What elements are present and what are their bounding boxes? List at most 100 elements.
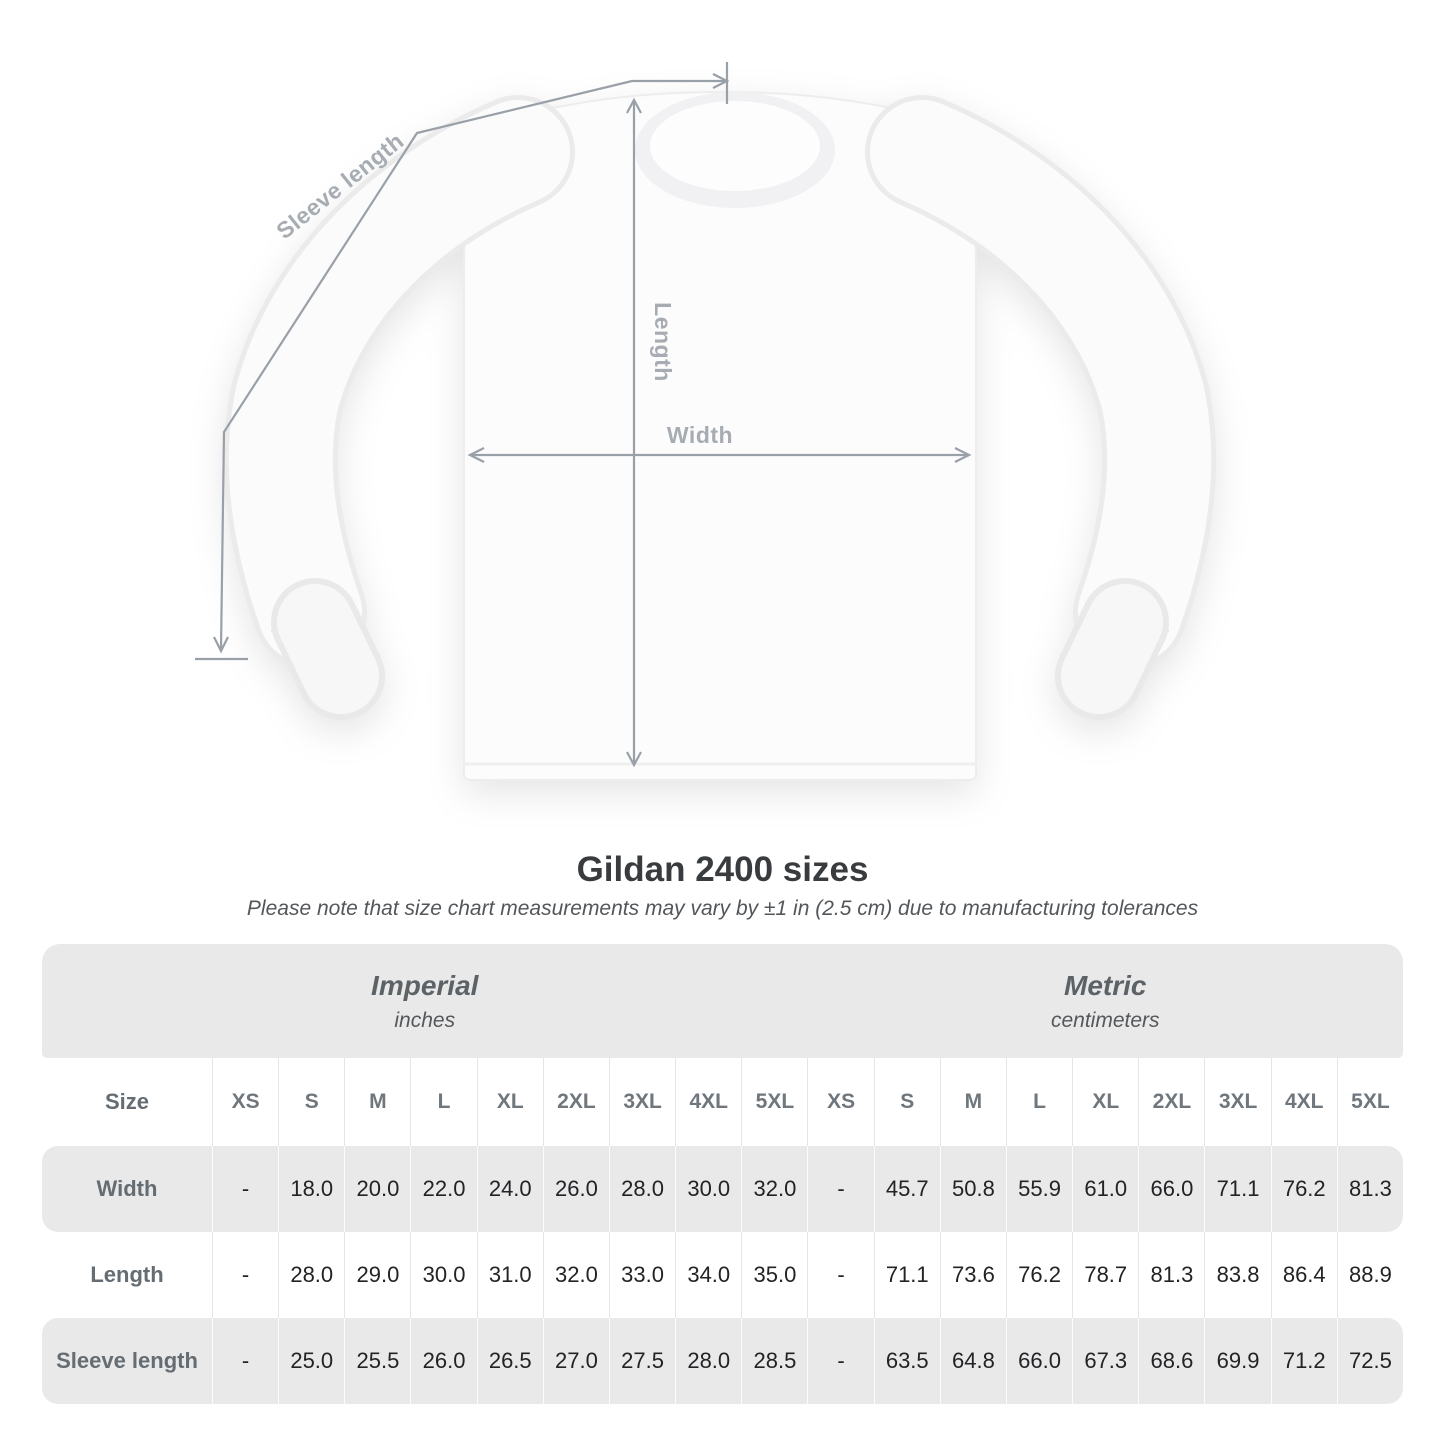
row-label: Sleeve length [56, 1348, 198, 1373]
size-header: 5XL [1336, 1058, 1403, 1146]
size-header: L [410, 1058, 476, 1146]
value-cell: 86.4 [1270, 1232, 1337, 1318]
value-cell: 24.0 [476, 1146, 543, 1232]
value-cell: 20.0 [344, 1146, 410, 1232]
page-title: Gildan 2400 sizes [576, 850, 869, 889]
size-header: 5XL [741, 1058, 807, 1146]
shirt-measurement-diagram: Sleeve length Length Width [195, 62, 1217, 781]
value-cell: 25.5 [344, 1318, 410, 1404]
value-cell: 50.8 [939, 1146, 1006, 1232]
value-cell: 25.0 [278, 1318, 344, 1404]
size-header: 4XL [675, 1058, 741, 1146]
units-header-band: Imperial inches Metric centimeters [42, 944, 1403, 1058]
size-header: XL [476, 1058, 543, 1146]
value-cell: 81.3 [1138, 1232, 1204, 1318]
value-cell: 28.0 [608, 1146, 675, 1232]
metric-label: Metric [1064, 969, 1147, 1001]
size-header: 2XL [542, 1058, 609, 1146]
right-sleeve-fill [870, 100, 1212, 664]
metric-group-header: Metric centimeters [808, 944, 1404, 1058]
value-cell: 61.0 [1072, 1146, 1138, 1232]
row-label: Length [90, 1262, 164, 1287]
value-cell: 71.2 [1270, 1318, 1337, 1404]
value-cell: 31.0 [476, 1232, 543, 1318]
value-cell: 78.7 [1072, 1232, 1138, 1318]
value-cell: 81.3 [1336, 1146, 1403, 1232]
collar-inner [650, 101, 820, 191]
value-cell: 27.0 [542, 1318, 609, 1404]
value-cell: 32.0 [542, 1232, 609, 1318]
length-arrow [626, 97, 642, 768]
value-cell: 28.0 [675, 1318, 741, 1404]
length-label: Length [650, 302, 676, 382]
sleeve-length-arrow [195, 62, 730, 661]
value-cell: 35.0 [741, 1232, 807, 1318]
value-cell: 67.3 [1072, 1318, 1138, 1404]
value-cell: - [212, 1318, 278, 1404]
width-label: Width [667, 422, 733, 448]
metric-unit-label: centimeters [1050, 1008, 1160, 1032]
value-cell: 68.6 [1138, 1318, 1204, 1404]
value-cell: 76.2 [1005, 1232, 1072, 1318]
imperial-group-header: Imperial inches [42, 944, 808, 1058]
value-cell: 45.7 [873, 1146, 940, 1232]
size-header: 3XL [608, 1058, 675, 1146]
value-cell: 27.5 [608, 1318, 675, 1404]
left-sleeve-fill [228, 100, 570, 664]
value-cell: 18.0 [278, 1146, 344, 1232]
value-cell: 76.2 [1270, 1146, 1337, 1232]
value-cell: 26.5 [476, 1318, 543, 1404]
value-cell: 28.5 [741, 1318, 807, 1404]
size-header-row: Size XS S M L XL 2XL 3XL 4XL 5XL XS S M … [42, 1058, 1403, 1146]
value-cell: 66.0 [1005, 1318, 1072, 1404]
sleeve-length-row: Sleeve length - 25.0 25.5 26.0 26.5 27.0… [42, 1318, 1403, 1404]
value-cell: - [212, 1232, 278, 1318]
value-cell: 66.0 [1138, 1146, 1204, 1232]
value-cell: 30.0 [410, 1232, 476, 1318]
value-cell: 32.0 [741, 1146, 807, 1232]
size-header: 3XL [1204, 1058, 1270, 1146]
size-header: 4XL [1270, 1058, 1337, 1146]
length-row: Length - 28.0 29.0 30.0 31.0 32.0 33.0 3… [42, 1232, 1403, 1318]
row-label: Width [96, 1176, 158, 1201]
size-header: L [1005, 1058, 1072, 1146]
size-header: M [939, 1058, 1006, 1146]
value-cell: 22.0 [410, 1146, 476, 1232]
width-arrow [467, 447, 972, 463]
value-cell: 88.9 [1336, 1232, 1403, 1318]
size-header: M [344, 1058, 410, 1146]
value-cell: 26.0 [410, 1318, 476, 1404]
size-header: XS [807, 1058, 873, 1146]
size-header: S [873, 1058, 940, 1146]
value-cell: - [807, 1318, 873, 1404]
imperial-label: Imperial [371, 969, 479, 1001]
value-cell: 72.5 [1336, 1318, 1403, 1404]
value-cell: 34.0 [675, 1232, 741, 1318]
value-cell: 26.0 [542, 1146, 609, 1232]
value-cell: 73.6 [939, 1232, 1006, 1318]
value-cell: - [807, 1232, 873, 1318]
value-cell: 69.9 [1204, 1318, 1270, 1404]
width-row: Width - 18.0 20.0 22.0 24.0 26.0 28.0 30… [42, 1146, 1403, 1232]
value-cell: - [807, 1146, 873, 1232]
value-cell: 28.0 [278, 1232, 344, 1318]
tolerance-note: Please note that size chart measurements… [246, 897, 1199, 920]
size-header: S [278, 1058, 344, 1146]
value-cell: 71.1 [1204, 1146, 1270, 1232]
size-corner-label: Size [104, 1089, 150, 1114]
size-header: 2XL [1138, 1058, 1204, 1146]
value-cell: 71.1 [873, 1232, 940, 1318]
value-cell: 83.8 [1204, 1232, 1270, 1318]
value-cell: - [212, 1146, 278, 1232]
value-cell: 29.0 [344, 1232, 410, 1318]
value-cell: 55.9 [1005, 1146, 1072, 1232]
value-cell: 64.8 [939, 1318, 1006, 1404]
value-cell: 30.0 [675, 1146, 741, 1232]
long-sleeve-shirt-illustration [223, 90, 1217, 781]
imperial-unit-label: inches [394, 1008, 456, 1032]
size-header: XL [1072, 1058, 1138, 1146]
left-cuff-fill [277, 584, 379, 714]
size-header: XS [212, 1058, 278, 1146]
right-cuff-fill [1061, 584, 1163, 714]
value-cell: 33.0 [608, 1232, 675, 1318]
